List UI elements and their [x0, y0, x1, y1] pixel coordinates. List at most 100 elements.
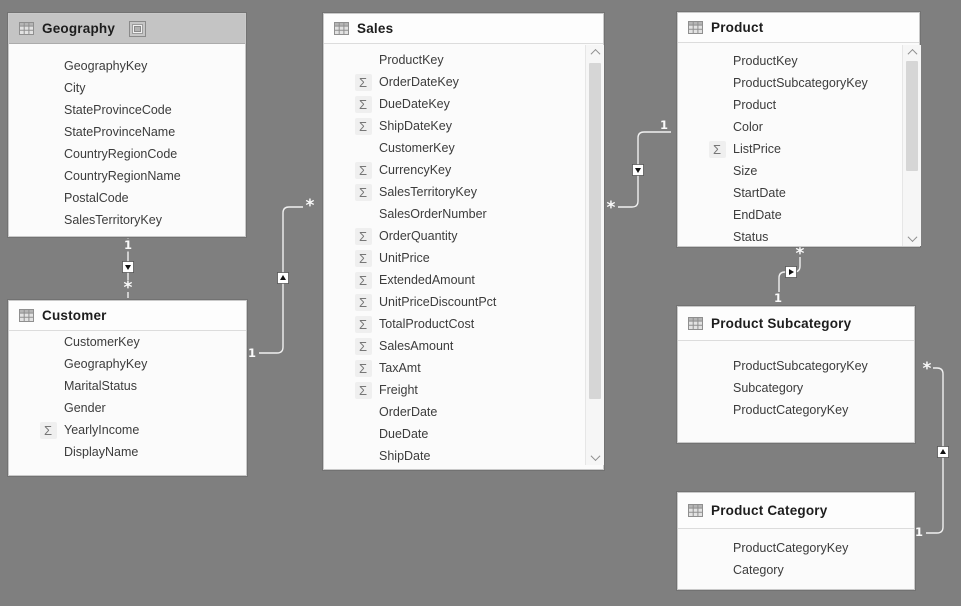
field-name: ExtendedAmount: [379, 273, 475, 287]
field-row[interactable]: Σ SalesAmount: [324, 335, 603, 357]
field-row[interactable]: CustomerKey: [9, 331, 246, 353]
table-title: Customer: [42, 308, 107, 323]
field-name: Status: [733, 230, 769, 244]
field-row[interactable]: StateProvinceCode: [9, 99, 245, 121]
relationship-line[interactable]: [618, 131, 671, 208]
relationship-product-subcategory-product[interactable]: 1*: [774, 244, 805, 305]
filter-direction-arrow-icon: [635, 168, 641, 173]
table-header[interactable]: Product: [678, 13, 919, 43]
field-name: StateProvinceCode: [64, 103, 172, 117]
field-row[interactable]: Σ TotalProductCost: [324, 313, 603, 335]
field-row[interactable]: Color: [678, 116, 919, 138]
field-row[interactable]: Product: [678, 94, 919, 116]
field-row[interactable]: ProductKey: [324, 49, 603, 71]
table-header[interactable]: Sales: [324, 14, 603, 44]
field-row[interactable]: ShipDate: [324, 445, 603, 467]
cardinality-one-label: 1: [124, 238, 132, 252]
scroll-down-button[interactable]: [586, 450, 604, 465]
filter-direction-arrow-icon: [280, 275, 286, 280]
field-row[interactable]: StartDate: [678, 182, 919, 204]
sum-icon-slot: Σ: [354, 381, 372, 399]
field-row[interactable]: Status: [678, 226, 919, 248]
field-name: Gender: [64, 401, 106, 415]
scrollbar-thumb[interactable]: [589, 63, 601, 399]
field-row[interactable]: OrderDate: [324, 401, 603, 423]
field-name: StateProvinceName: [64, 125, 176, 139]
table-header[interactable]: Product Category: [678, 493, 914, 529]
empty-icon-slot: [708, 185, 726, 202]
sum-icon-slot: Σ: [354, 359, 372, 377]
field-row[interactable]: CountryRegionName: [9, 165, 245, 187]
field-row[interactable]: DueDate: [324, 423, 603, 445]
relationship-product-sales[interactable]: 1*: [607, 118, 671, 218]
scroll-down-button[interactable]: [903, 231, 921, 246]
empty-icon-slot: [708, 163, 726, 180]
chevron-up-icon: [590, 48, 600, 59]
field-row[interactable]: Σ OrderQuantity: [324, 225, 603, 247]
field-name: ProductKey: [733, 54, 798, 68]
field-row[interactable]: SalesOrderNumber: [324, 203, 603, 225]
field-row[interactable]: ProductSubcategoryKey: [678, 72, 919, 94]
field-row[interactable]: DisplayName: [9, 441, 246, 463]
scrollbar-thumb[interactable]: [906, 61, 918, 171]
relationship-geography-customer[interactable]: 1*: [122, 238, 134, 298]
sum-icon-slot: Σ: [354, 249, 372, 267]
field-row[interactable]: GeographyKey: [9, 353, 246, 375]
table-field-list: ProductKey Σ OrderDateKey Σ DueDateKey Σ ShipD…: [324, 44, 603, 467]
vertical-scrollbar[interactable]: [585, 45, 604, 465]
field-name: DueDate: [379, 427, 429, 441]
field-row[interactable]: Σ SalesTerritoryKey: [324, 181, 603, 203]
field-row[interactable]: EndDate: [678, 204, 919, 226]
field-row[interactable]: Σ Freight: [324, 379, 603, 401]
field-row[interactable]: Σ ExtendedAmount: [324, 269, 603, 291]
empty-icon-slot: [39, 168, 57, 185]
scroll-up-button[interactable]: [586, 45, 604, 60]
field-row[interactable]: ProductSubcategoryKey: [678, 355, 914, 377]
scroll-up-button[interactable]: [903, 45, 921, 60]
sum-icon-slot: Σ: [354, 73, 372, 91]
field-row[interactable]: ProductKey: [678, 50, 919, 72]
field-row[interactable]: Σ YearlyIncome: [9, 419, 246, 441]
empty-icon-slot: [354, 426, 372, 443]
table-header[interactable]: Customer: [9, 301, 246, 331]
relationship-product-category-product-subcategory[interactable]: 1*: [915, 359, 949, 539]
field-row[interactable]: Σ TaxAmt: [324, 357, 603, 379]
field-row[interactable]: Σ ListPrice: [678, 138, 919, 160]
relationship-customer-sales[interactable]: 1*: [248, 196, 315, 360]
field-row[interactable]: MaritalStatus: [9, 375, 246, 397]
field-row[interactable]: Size: [678, 160, 919, 182]
table-header[interactable]: Product Subcategory: [678, 307, 914, 341]
field-row[interactable]: Σ OrderDateKey: [324, 71, 603, 93]
field-row[interactable]: PostalCode: [9, 187, 245, 209]
sum-icon-slot: Σ: [354, 183, 372, 201]
field-row[interactable]: Subcategory: [678, 377, 914, 399]
field-name: YearlyIncome: [64, 423, 140, 437]
field-name: City: [64, 81, 86, 95]
field-row[interactable]: SalesTerritoryKey: [9, 209, 245, 231]
field-row[interactable]: StateProvinceName: [9, 121, 245, 143]
maximize-icon[interactable]: [129, 20, 147, 37]
field-name: OrderQuantity: [379, 229, 458, 243]
scrollbar-track[interactable]: [903, 60, 921, 231]
field-row[interactable]: CustomerKey: [324, 137, 603, 159]
field-row[interactable]: City: [9, 77, 245, 99]
vertical-scrollbar[interactable]: [902, 45, 921, 246]
table-header[interactable]: Geography: [9, 14, 245, 44]
field-row[interactable]: Σ ShipDateKey: [324, 115, 603, 137]
table-grid-icon: [688, 504, 703, 517]
filter-direction-arrow-icon: [789, 269, 794, 275]
field-row[interactable]: ProductCategoryKey: [678, 399, 914, 421]
field-row[interactable]: Σ UnitPriceDiscountPct: [324, 291, 603, 313]
field-row[interactable]: Category: [678, 559, 914, 581]
field-row[interactable]: ProductCategoryKey: [678, 537, 914, 559]
cardinality-many-label: *: [306, 196, 315, 216]
scrollbar-track[interactable]: [586, 60, 604, 450]
field-row[interactable]: Σ DueDateKey: [324, 93, 603, 115]
field-row[interactable]: Gender: [9, 397, 246, 419]
field-row[interactable]: GeographyKey: [9, 55, 245, 77]
field-row[interactable]: Σ UnitPrice: [324, 247, 603, 269]
sum-icon-slot: Σ: [354, 293, 372, 311]
field-row[interactable]: CountryRegionCode: [9, 143, 245, 165]
field-name: EndDate: [733, 208, 782, 222]
field-row[interactable]: Σ CurrencyKey: [324, 159, 603, 181]
